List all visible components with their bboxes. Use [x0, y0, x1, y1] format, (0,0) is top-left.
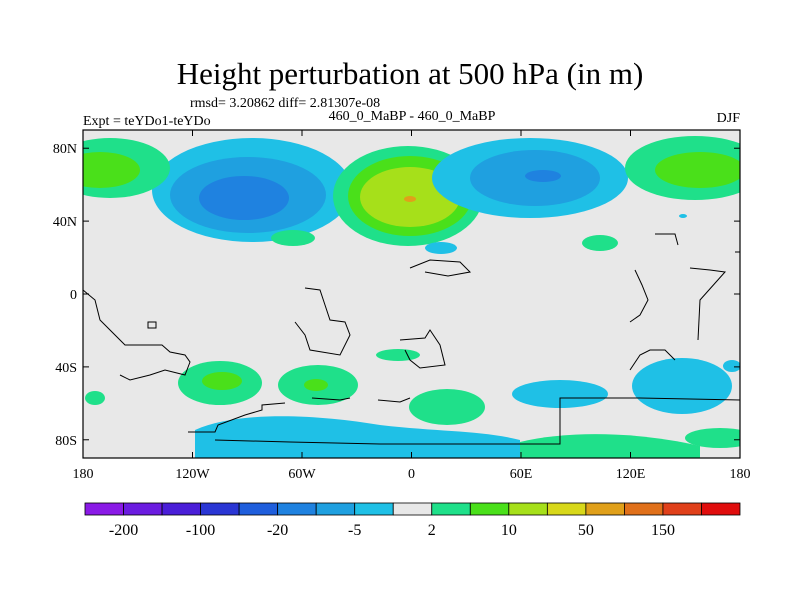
season-label: DJF: [717, 111, 741, 126]
colorbar-swatch: [585, 502, 625, 516]
colorbar-label: 10: [501, 522, 517, 539]
x-tick-label: 60E: [510, 467, 533, 482]
y-tick-label: 80S: [55, 434, 77, 449]
contour-region: [582, 235, 618, 251]
contour-region: [195, 416, 520, 458]
contour-region: [723, 360, 740, 372]
coastline: [311, 397, 351, 401]
colorbar-swatch: [624, 502, 664, 516]
colorbar-swatch: [84, 502, 124, 516]
colorbar-label: -20: [267, 522, 288, 539]
colorbar-swatch: [508, 502, 548, 516]
x-tick-label: 180: [730, 467, 751, 482]
coastline: [629, 269, 649, 323]
colorbar-swatch: [431, 502, 471, 516]
contour-region: [202, 372, 242, 390]
colorbar-label: -100: [186, 522, 215, 539]
colorbar-swatch: [123, 502, 163, 516]
colorbar-label: -200: [109, 522, 138, 539]
y-axis: 80N 40N 0 40S 80S: [53, 142, 740, 449]
contour-region: [376, 349, 420, 361]
coastline: [188, 402, 286, 433]
contour-region: [512, 380, 608, 408]
y-tick-label: 40N: [53, 215, 77, 230]
colorbar-swatch: [200, 502, 240, 516]
colorbar-label: 2: [428, 522, 436, 539]
coastline: [399, 329, 446, 369]
x-tick-label: 120W: [175, 467, 210, 482]
colorbar-swatch: [277, 502, 317, 516]
contour-region: [520, 434, 700, 458]
coastlines: [83, 233, 740, 445]
colorbar-swatch: [546, 502, 587, 516]
contour-region: [525, 170, 561, 182]
coastline: [629, 349, 676, 371]
coastline: [655, 233, 679, 246]
coastline: [409, 259, 472, 277]
contour-region: [679, 214, 687, 218]
contour-region: [632, 358, 732, 414]
coastline: [83, 289, 191, 381]
x-tick-label: 120E: [616, 467, 646, 482]
colorbar-swatch: [161, 502, 201, 516]
contour-region: [85, 391, 105, 405]
colorbar-swatch: [354, 502, 394, 516]
x-axis: 180 120W 60W 0 60E 120E 180: [73, 130, 751, 482]
y-tick-label: 40S: [55, 361, 77, 376]
contour-region: [685, 428, 740, 448]
expt-label: Expt = teYDo1-teYDo: [83, 114, 211, 129]
contour-region: [271, 230, 315, 246]
contour-fills: [83, 136, 740, 458]
y-tick-label: 80N: [53, 142, 77, 157]
contour-region: [425, 242, 457, 254]
x-tick-label: 60W: [288, 467, 316, 482]
colorbar-label: 50: [578, 522, 594, 539]
colorbar-swatch: [469, 502, 510, 516]
coastline: [689, 267, 727, 341]
x-tick-label: 0: [408, 467, 415, 482]
y-tick-label: 0: [70, 288, 77, 303]
contour-region: [404, 196, 416, 202]
colorbar-swatch: [662, 502, 702, 516]
stats-label: rmsd= 3.20862 diff= 2.81307e-08: [190, 96, 380, 111]
coastline: [214, 397, 740, 445]
colorbar-label: 150: [651, 522, 675, 539]
contour-region: [655, 152, 740, 188]
contour-region: [409, 389, 485, 425]
colorbar-swatch: [701, 502, 741, 516]
contour-region: [304, 379, 328, 391]
contour-region: [199, 176, 289, 220]
colorbar-swatch: [238, 502, 279, 516]
period-label: 460_0_MaBP - 460_0_MaBP: [329, 109, 496, 124]
colorbar-label: -5: [348, 522, 361, 539]
x-tick-label: 180: [73, 467, 94, 482]
contour-region: [83, 152, 140, 188]
colorbar-swatch: [392, 502, 433, 516]
colorbar: -200 -100 -20 -5 2 10 50 150: [84, 502, 741, 539]
chart-title: Height perturbation at 500 hPa (in m): [177, 56, 644, 91]
coastline: [147, 321, 157, 329]
coastline: [377, 397, 411, 403]
colorbar-swatch: [315, 502, 356, 516]
coastline: [294, 287, 351, 356]
